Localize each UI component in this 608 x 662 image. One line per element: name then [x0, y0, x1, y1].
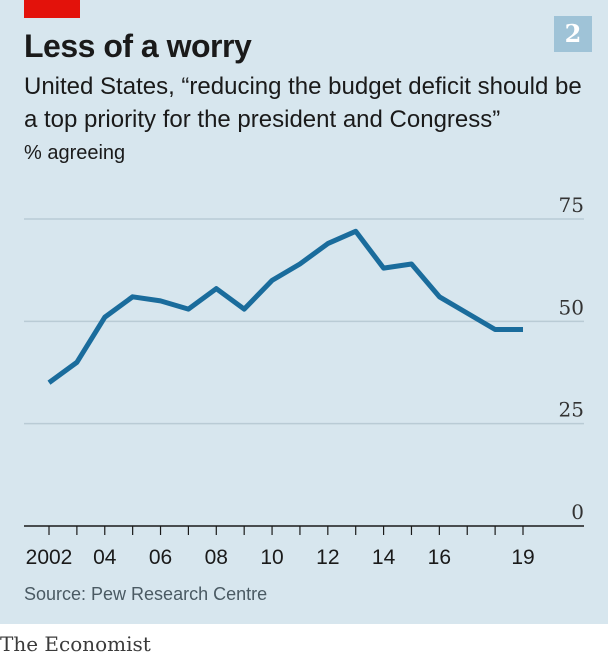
series-layer: [47, 228, 526, 385]
data-point: [270, 278, 275, 283]
data-point: [242, 307, 247, 312]
data-point: [409, 262, 414, 267]
data-point: [493, 327, 498, 332]
source-note: Source: Pew Research Centre: [24, 584, 268, 604]
data-point: [437, 294, 442, 299]
chart-unit-label: % agreeing: [24, 142, 126, 164]
data-point: [521, 327, 526, 332]
series-line-0: [47, 228, 523, 385]
data-point: [465, 311, 470, 316]
data-point: [130, 294, 135, 299]
x-tick-label: 06: [149, 546, 172, 569]
x-axis: 2002 04 06 08 10 12 14 16 19: [24, 525, 584, 569]
x-tick-label: 2002: [26, 546, 73, 569]
data-point: [325, 241, 330, 246]
line-chart: 0 25 50 75 2002 04 06 08 10 12 14 16 19: [24, 193, 584, 569]
data-point: [158, 298, 163, 303]
data-point: [297, 262, 302, 267]
x-tick-label: 19: [511, 546, 534, 569]
x-tick-label: 10: [260, 546, 283, 569]
data-point: [74, 360, 79, 365]
x-tick-label: 12: [316, 546, 339, 569]
data-point: [214, 286, 219, 291]
x-tick-label: 16: [428, 546, 451, 569]
chart-panel: [0, 0, 608, 624]
brand-logo: The Economist: [0, 632, 151, 656]
x-tick-label: 14: [372, 546, 396, 569]
chart-subtitle: United States, “reducing the budget defi…: [24, 73, 582, 133]
y-tick-label: 0: [571, 500, 584, 524]
y-tick-label: 25: [559, 398, 584, 422]
red-tag: [24, 0, 80, 18]
y-axis-labels: 0 25 50 75: [559, 193, 584, 524]
x-tick-label: 04: [93, 546, 117, 569]
chart-number-badge: 2: [554, 16, 592, 52]
gridlines: [24, 218, 584, 425]
y-tick-label: 75: [559, 193, 584, 217]
data-point: [186, 307, 191, 312]
data-point: [102, 315, 107, 320]
y-tick-label: 50: [559, 295, 584, 319]
chart-title: Less of a worry: [24, 28, 252, 64]
data-point: [47, 380, 52, 385]
data-point: [353, 229, 358, 234]
x-tick-label: 08: [205, 546, 228, 569]
data-point: [381, 266, 386, 271]
